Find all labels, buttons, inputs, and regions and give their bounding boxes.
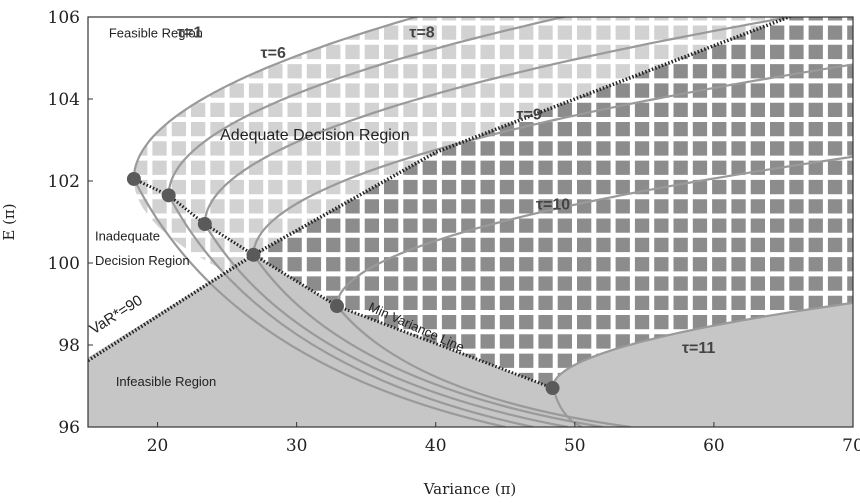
y-tick-label: 102 bbox=[48, 172, 80, 192]
y-axis-title: E (π) bbox=[0, 203, 18, 240]
region-labels: Feasible Region Adequate Decision Region I… bbox=[95, 26, 410, 390]
curve-label: τ=9 bbox=[516, 107, 541, 124]
min-variance-point bbox=[246, 247, 261, 262]
x-axis-ticks: 20 30 40 50 60 70 bbox=[147, 422, 860, 456]
curve-label: τ=8 bbox=[409, 25, 434, 42]
frontier-curve bbox=[335, 155, 853, 427]
x-tick-label: 50 bbox=[564, 436, 586, 456]
x-tick-label: 60 bbox=[703, 436, 725, 456]
region-label: Decision Region bbox=[95, 253, 190, 268]
frontier-curve bbox=[132, 17, 506, 427]
region-label: Inadequate bbox=[95, 228, 160, 243]
min-variance-point bbox=[545, 381, 560, 396]
y-tick-label: 98 bbox=[58, 336, 80, 356]
var-line bbox=[88, 17, 794, 363]
x-tick-label: 30 bbox=[286, 436, 308, 456]
y-tick-label: 104 bbox=[48, 90, 80, 110]
curve-label: τ=11 bbox=[682, 340, 716, 357]
y-tick-label: 100 bbox=[48, 254, 80, 274]
curve-labels: τ=1 τ=6 τ=8 τ=9 τ=10 τ=11 bbox=[177, 25, 715, 358]
x-tick-label: 20 bbox=[147, 436, 169, 456]
frontier-curve bbox=[167, 17, 569, 427]
region-label: Infeasible Region bbox=[116, 374, 216, 389]
y-axis-ticks: 96 98 100 102 104 106 bbox=[48, 8, 93, 438]
x-tick-label: 40 bbox=[425, 436, 447, 456]
plot-frame bbox=[87, 16, 854, 428]
min-variance-points bbox=[126, 171, 560, 396]
min-variance-point bbox=[329, 299, 344, 314]
min-variance-point bbox=[197, 217, 212, 232]
curve-label: τ=1 bbox=[177, 25, 202, 42]
plot-area bbox=[88, 17, 853, 427]
frontier-curve bbox=[252, 63, 853, 427]
y-tick-label: 106 bbox=[48, 8, 80, 28]
x-axis-title: Variance (π) bbox=[423, 480, 517, 498]
min-variance-point bbox=[126, 171, 141, 186]
frontier-curve bbox=[551, 301, 853, 427]
region-label: Adequate Decision Region bbox=[220, 127, 409, 144]
curve-label: τ=6 bbox=[260, 45, 285, 62]
infeasible-region-fill bbox=[88, 254, 853, 427]
region-label: Feasible Region bbox=[109, 26, 203, 41]
x-tick-label: 70 bbox=[842, 436, 860, 456]
curve-label: τ=10 bbox=[536, 197, 570, 214]
frontier-curves bbox=[132, 17, 853, 427]
min-variance-point bbox=[161, 188, 176, 203]
y-tick-label: 96 bbox=[58, 418, 80, 438]
